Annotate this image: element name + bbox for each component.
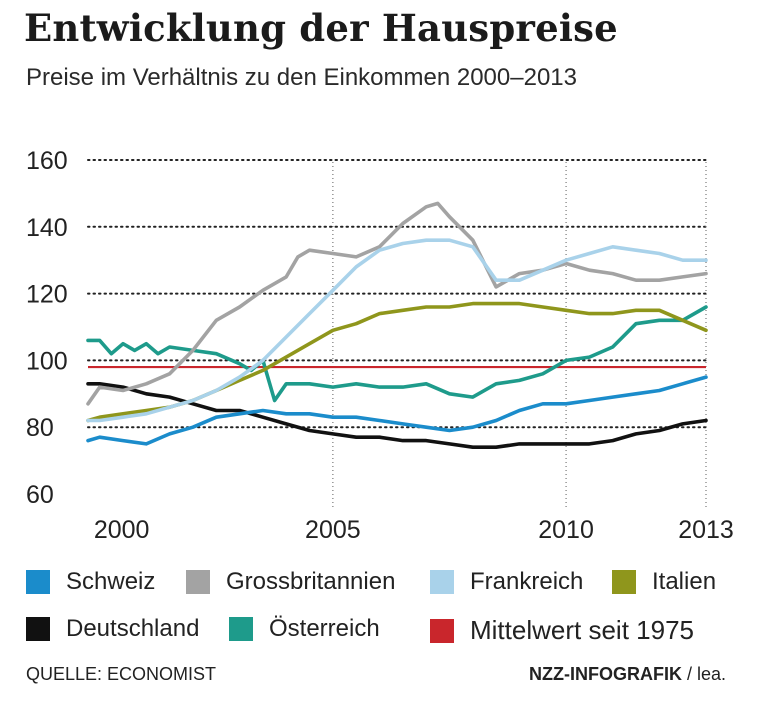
legend-swatch	[612, 570, 636, 594]
series-line-frankreich	[86, 238, 708, 423]
legend-swatch	[186, 570, 210, 594]
legend-item-oesterreich: Österreich	[229, 615, 380, 643]
legend-item-italien: Italien	[612, 568, 716, 596]
credit: NZZ-INFOGRAFIK / lea.	[529, 664, 726, 685]
x-tick-label: 2013	[678, 516, 734, 544]
legend-swatch	[430, 570, 454, 594]
series-line-oesterreich	[86, 305, 708, 403]
legend-label: Deutschland	[66, 615, 200, 642]
credit-brand: NZZ-INFOGRAFIK	[528, 664, 682, 684]
legend-swatch	[229, 617, 253, 641]
y-tick-label: 160	[26, 147, 68, 175]
legend-swatch	[26, 617, 50, 641]
series-line-deutschland	[86, 381, 708, 450]
y-tick-label: 60	[26, 481, 54, 509]
chart-title: Entwicklung der Hauspreise	[24, 6, 618, 50]
legend-swatch	[430, 618, 454, 643]
y-tick-label: 140	[26, 214, 68, 242]
x-tick-label: 2005	[305, 516, 361, 544]
series-line-grossbritannien	[86, 201, 708, 406]
y-tick-label: 100	[26, 347, 68, 375]
chart-subtitle: Preise im Verhältnis zu den Einkommen 20…	[26, 64, 577, 91]
legend-swatch	[26, 570, 50, 594]
y-tick-label: 80	[26, 414, 54, 442]
source-note: QUELLE: ECONOMIST	[26, 664, 217, 684]
legend-label: Österreich	[269, 615, 380, 642]
legend-item-deutschland: Deutschland	[26, 615, 199, 643]
legend-label: Grossbritannien	[226, 568, 396, 595]
x-tick-label: 2000	[94, 516, 150, 544]
legend-item-schweiz: Schweiz	[26, 568, 155, 596]
line-chart: 60 80 100 120 140 160 2000 2005 2010 2013	[26, 147, 734, 544]
legend-item-frankreich: Frankreich	[430, 568, 583, 596]
series-line-schweiz	[86, 375, 708, 446]
legend-label: Frankreich	[470, 568, 584, 595]
legend-label: Italien	[652, 568, 717, 595]
legend-item-mittelwert: Mittelwert seit 1975	[430, 615, 694, 646]
legend-item-grossbritannien: Grossbritannien	[186, 568, 395, 596]
legend-label: Schweiz	[66, 568, 156, 595]
legend-label: Mittelwert seit 1975	[470, 615, 694, 645]
x-tick-label: 2010	[538, 516, 594, 544]
y-tick-label: 120	[26, 281, 68, 309]
credit-author: / lea.	[686, 664, 726, 684]
